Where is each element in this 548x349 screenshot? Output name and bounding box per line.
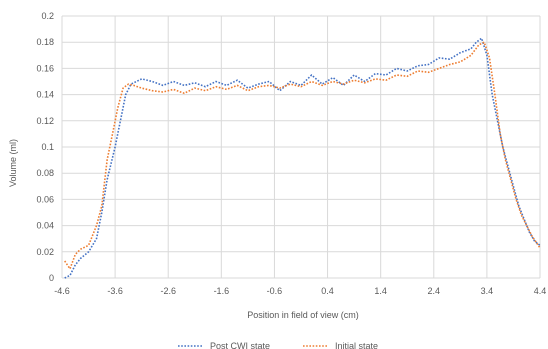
x-tick-label: 1.4 xyxy=(374,286,387,296)
x-tick-label: 2.4 xyxy=(428,286,441,296)
y-axis-title: Volume (ml) xyxy=(8,139,18,187)
y-tick-label: 0.06 xyxy=(36,194,54,204)
series-line-post-cwi-state xyxy=(64,37,541,279)
y-tick-label: 0.08 xyxy=(36,168,54,178)
y-tick-label: 0 xyxy=(49,273,54,283)
x-tick-label: -4.6 xyxy=(54,286,70,296)
y-tick-label: 0.2 xyxy=(41,11,54,21)
x-tick-label: -3.6 xyxy=(107,286,123,296)
x-tick-label: -0.6 xyxy=(267,286,283,296)
legend-label-initial: Initial state xyxy=(335,341,378,349)
grid-layer xyxy=(61,15,541,279)
x-axis-title: Position in field of view (cm) xyxy=(247,310,359,320)
x-tick-label: -2.6 xyxy=(160,286,176,296)
legend-item-initial: Initial state xyxy=(303,341,378,349)
legend-item-post-cwi: Post CWI state xyxy=(178,341,270,349)
tick-layer: 0 0.02 0.04 0.06 0.08 0.1 0.12 0.14 0.16 0.18 0.2 -… xyxy=(36,11,546,296)
x-tick-label: 4.4 xyxy=(534,286,547,296)
y-tick-label: 0.18 xyxy=(36,37,54,47)
x-tick-label: 3.4 xyxy=(481,286,494,296)
y-tick-label: 0.02 xyxy=(36,247,54,257)
x-tick-label: 0.4 xyxy=(321,286,334,296)
y-tick-label: 0.16 xyxy=(36,63,54,73)
series-layer xyxy=(64,37,541,279)
legend-label-post-cwi: Post CWI state xyxy=(210,341,270,349)
y-tick-label: 0.1 xyxy=(41,142,54,152)
legend: Post CWI state Initial state xyxy=(178,341,378,349)
series-line-initial-state xyxy=(64,41,541,270)
y-tick-label: 0.04 xyxy=(36,221,54,231)
y-tick-label: 0.12 xyxy=(36,116,54,126)
x-tick-label: -1.6 xyxy=(214,286,230,296)
y-tick-label: 0.14 xyxy=(36,90,54,100)
